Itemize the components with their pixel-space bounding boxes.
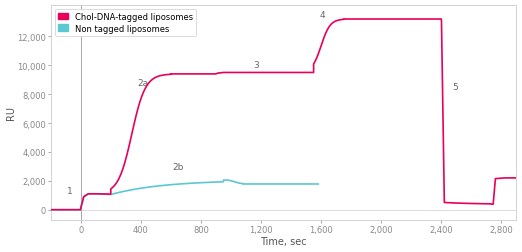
Legend: Chol-DNA-tagged liposomes, Non tagged liposomes: Chol-DNA-tagged liposomes, Non tagged li… bbox=[55, 10, 196, 37]
Text: 1: 1 bbox=[67, 186, 73, 195]
X-axis label: Time, sec: Time, sec bbox=[260, 237, 307, 246]
Text: 3: 3 bbox=[254, 60, 259, 70]
Text: 5: 5 bbox=[452, 83, 458, 92]
Text: 2b: 2b bbox=[172, 163, 184, 172]
Text: 4: 4 bbox=[319, 11, 325, 20]
Text: 2a: 2a bbox=[138, 79, 149, 87]
Y-axis label: RU: RU bbox=[6, 106, 16, 120]
